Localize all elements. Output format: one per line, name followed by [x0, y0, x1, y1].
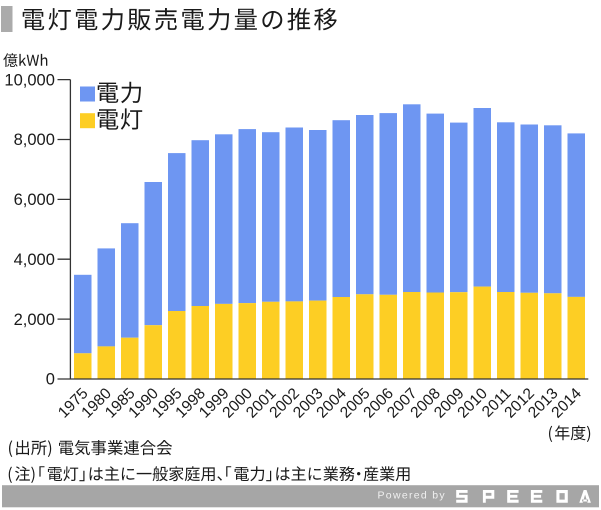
svg-text:0: 0 — [46, 371, 55, 389]
svg-text:4,000: 4,000 — [14, 251, 55, 269]
svg-text:Powered by: Powered by — [378, 490, 446, 502]
svg-text:10,000: 10,000 — [4, 71, 54, 89]
svg-text:8,000: 8,000 — [14, 131, 55, 149]
svg-text:2,000: 2,000 — [14, 311, 55, 329]
svg-text:6,000: 6,000 — [14, 191, 55, 209]
